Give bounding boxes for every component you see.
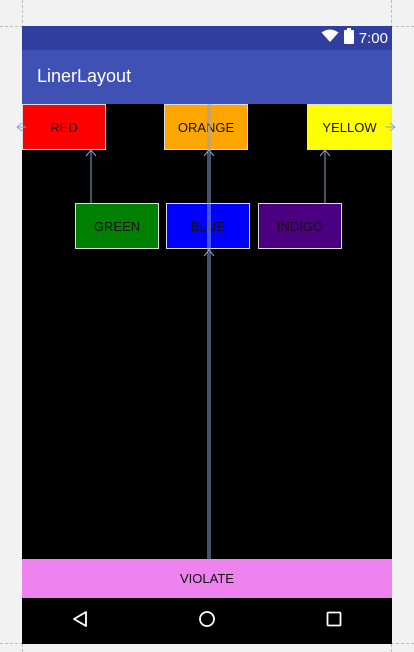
red-button-label: RED <box>50 119 78 135</box>
orange-button-label: ORANGE <box>177 119 235 135</box>
orange-button[interactable]: ORANGE <box>164 104 248 150</box>
nav-bar <box>22 598 392 644</box>
indigo-button-label: INDIGO <box>276 218 324 234</box>
back-icon <box>71 610 89 633</box>
blue-button-label: BLUE <box>191 218 225 234</box>
device-screen: 7:00 LinerLayout RED ORANGE YELLOW GREEN… <box>22 26 392 644</box>
violate-button[interactable]: VIOLATE <box>22 559 392 598</box>
red-button[interactable]: RED <box>22 104 106 150</box>
recents-button[interactable] <box>321 608 347 634</box>
linear-layout-content: RED ORANGE YELLOW GREEN BLUE INDIGO VIOL… <box>22 104 392 598</box>
status-time: 7:00 <box>358 29 388 47</box>
battery-icon <box>343 27 354 49</box>
indigo-button[interactable]: INDIGO <box>258 203 342 249</box>
yellow-button-label: YELLOW <box>322 119 377 135</box>
status-bar: 7:00 <box>22 26 392 50</box>
yellow-button[interactable]: YELLOW <box>307 104 392 150</box>
violate-button-label: VIOLATE <box>180 571 234 586</box>
blue-button[interactable]: BLUE <box>166 203 250 249</box>
home-button[interactable] <box>194 608 220 634</box>
wifi-icon <box>321 29 339 48</box>
app-bar: LinerLayout <box>22 50 392 104</box>
home-icon <box>198 610 216 633</box>
status-icons: 7:00 <box>321 26 388 50</box>
green-button-label: GREEN <box>93 218 141 234</box>
recents-icon <box>326 611 342 632</box>
app-title: LinerLayout <box>37 66 132 86</box>
back-button[interactable] <box>67 608 93 634</box>
green-button[interactable]: GREEN <box>75 203 159 249</box>
